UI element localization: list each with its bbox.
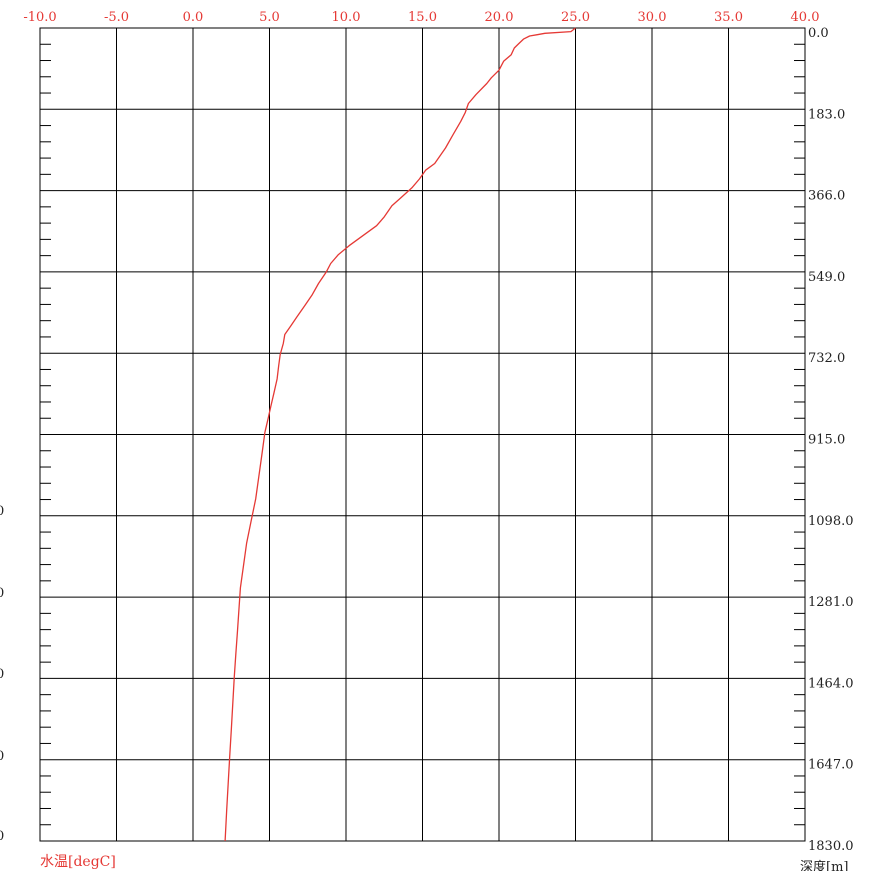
temperature-profile-line bbox=[224, 27, 576, 842]
y-tick-label: 549.0 bbox=[808, 270, 845, 285]
left-cut-labels: 0 0 0 0 0 bbox=[0, 504, 4, 844]
x-tick-label: 5.0 bbox=[259, 10, 280, 25]
series-lines bbox=[224, 27, 576, 842]
y-tick-label: 366.0 bbox=[808, 189, 845, 204]
y-tick-label: 1830.0 bbox=[808, 839, 854, 854]
x-tick-label: 40.0 bbox=[791, 10, 820, 25]
grid bbox=[39, 27, 806, 842]
left-cut-label: 0 bbox=[0, 586, 4, 601]
x-tick-label: 20.0 bbox=[485, 10, 514, 25]
left-cut-label: 0 bbox=[0, 829, 4, 844]
y-tick-label: 915.0 bbox=[808, 433, 845, 448]
left-cut-label: 0 bbox=[0, 667, 4, 682]
y-tick-label: 732.0 bbox=[808, 351, 845, 366]
y-tick-label: 0.0 bbox=[808, 26, 829, 41]
x-tick-label: 10.0 bbox=[332, 10, 361, 25]
y-tick-label: 1464.0 bbox=[808, 676, 854, 691]
x-tick-label: -5.0 bbox=[104, 10, 129, 25]
x-tick-label: 30.0 bbox=[638, 10, 667, 25]
left-cut-label: 0 bbox=[0, 504, 4, 519]
y-tick-labels: 0.0 183.0 366.0 549.0 732.0 915.0 1098.0 1281.0… bbox=[808, 26, 854, 854]
x-tick-labels: -10.0 -5.0 0.0 5.0 10.0 15.0 20.0 25.0 30.0 35.0 4… bbox=[23, 10, 819, 25]
x-tick-label: 0.0 bbox=[183, 10, 204, 25]
left-cut-label: 0 bbox=[0, 749, 4, 764]
y-axis-label: 深度[m] bbox=[800, 859, 848, 871]
y-tick-label: 1647.0 bbox=[808, 758, 854, 773]
x-tick-label: -10.0 bbox=[23, 10, 56, 25]
x-tick-label: 35.0 bbox=[714, 10, 743, 25]
x-axis-label: 水温[degC] bbox=[40, 854, 116, 870]
x-tick-label: 15.0 bbox=[408, 10, 437, 25]
x-tick-label: 25.0 bbox=[561, 10, 590, 25]
minor-ticks bbox=[40, 43, 805, 826]
y-tick-label: 1098.0 bbox=[808, 514, 854, 529]
y-tick-label: 1281.0 bbox=[808, 595, 854, 610]
y-tick-label: 183.0 bbox=[808, 107, 845, 122]
